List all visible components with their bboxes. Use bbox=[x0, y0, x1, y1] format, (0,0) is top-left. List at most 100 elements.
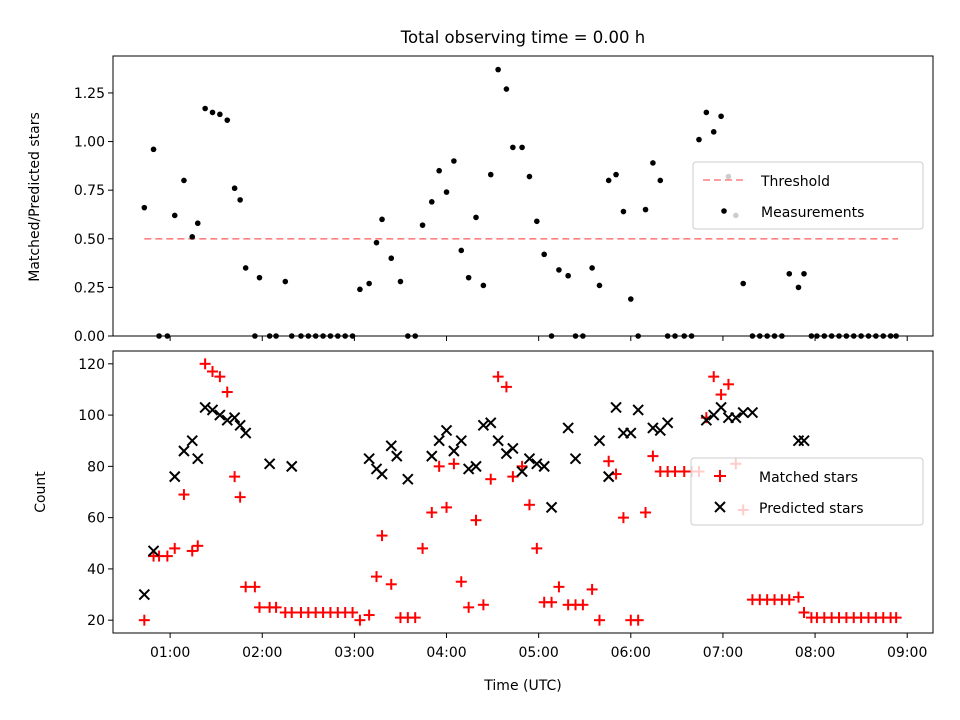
matched-star-point bbox=[500, 381, 512, 393]
matched-star-point bbox=[376, 530, 388, 542]
measurement-point bbox=[487, 171, 494, 178]
predicted-star-point bbox=[531, 458, 543, 470]
top-y-tick-label: 0.50 bbox=[74, 232, 105, 248]
x-tick-label: 08:00 bbox=[795, 645, 835, 661]
measurement-point bbox=[620, 208, 627, 215]
predicted-star-point bbox=[602, 470, 615, 483]
predicted-star-point bbox=[462, 463, 475, 475]
matched-star-point bbox=[669, 465, 681, 477]
predicted-star-point bbox=[625, 427, 637, 439]
bottom-y-tick-label: 80 bbox=[87, 459, 105, 475]
measurement-point bbox=[150, 146, 157, 153]
matched-star-point bbox=[647, 450, 659, 462]
legend-matched-swatch bbox=[714, 470, 726, 482]
predicted-star-point bbox=[433, 435, 445, 447]
measurement-point bbox=[565, 272, 571, 279]
matched-star-point bbox=[507, 471, 519, 483]
measurement-point bbox=[242, 265, 249, 271]
matched-star-point bbox=[722, 378, 734, 390]
measurement-point bbox=[282, 278, 289, 285]
predicted-star-point bbox=[562, 422, 574, 434]
predicted-star-point bbox=[661, 417, 674, 429]
predicted-star-point bbox=[147, 545, 160, 557]
measurement-point bbox=[495, 66, 501, 73]
measurement-point bbox=[718, 113, 724, 120]
predicted-star-point bbox=[523, 452, 536, 465]
predicted-star-point bbox=[455, 435, 467, 447]
measurement-point bbox=[373, 239, 380, 246]
matched-star-point bbox=[463, 601, 475, 613]
predicted-star-point bbox=[700, 414, 713, 426]
measurement-point bbox=[480, 282, 487, 289]
matched-star-point bbox=[531, 542, 543, 554]
measurement-point bbox=[613, 171, 619, 178]
top-y-tick-label: 0.25 bbox=[74, 280, 105, 296]
measurement-point bbox=[740, 280, 747, 287]
legend-measurements-label: Measurements bbox=[761, 205, 864, 221]
top-y-tick-label: 0.00 bbox=[74, 329, 105, 345]
measurement-point bbox=[224, 117, 231, 123]
measurement-point bbox=[397, 278, 404, 285]
matched-star-point bbox=[603, 455, 615, 467]
matched-star-point bbox=[234, 491, 246, 503]
predicted-star-point bbox=[538, 460, 550, 473]
measurement-point bbox=[171, 212, 178, 219]
matched-star-point bbox=[354, 614, 366, 626]
predicted-star-point bbox=[545, 501, 558, 514]
predicted-star-point bbox=[178, 445, 190, 457]
matched-star-point bbox=[178, 489, 190, 501]
measurement-point bbox=[231, 185, 238, 192]
matched-star-point bbox=[640, 507, 652, 519]
x-tick-label: 03:00 bbox=[334, 645, 374, 661]
predicted-star-point bbox=[186, 435, 198, 447]
predicted-star-point bbox=[239, 427, 252, 439]
measurement-point bbox=[256, 274, 263, 281]
predicted-star-point bbox=[798, 435, 810, 447]
top-y-tick-label: 1.25 bbox=[74, 86, 105, 102]
measurement-point bbox=[650, 160, 656, 166]
matched-star-point bbox=[715, 389, 727, 401]
matched-stars-points bbox=[138, 358, 902, 626]
legend-measurements-swatch bbox=[721, 208, 727, 214]
x-tick-label: 07:00 bbox=[703, 645, 743, 661]
x-tick-label: 04:00 bbox=[426, 645, 466, 661]
matched-star-point bbox=[546, 596, 558, 608]
predicted-star-point bbox=[138, 588, 151, 601]
measurement-point bbox=[519, 144, 525, 151]
measurement-point bbox=[379, 216, 385, 223]
matched-star-point bbox=[617, 512, 629, 524]
predicted-star-point bbox=[385, 440, 397, 452]
measurement-point bbox=[451, 158, 457, 164]
matched-star-point bbox=[433, 460, 445, 472]
matched-star-point bbox=[426, 507, 438, 519]
bottom-y-ticks: 20 40 60 80 100 120 bbox=[78, 357, 113, 629]
predicted-star-point bbox=[234, 419, 246, 432]
matched-star-point bbox=[523, 499, 535, 511]
measurement-point bbox=[473, 214, 479, 221]
top-plot-frame bbox=[112, 55, 934, 337]
matched-star-point bbox=[186, 545, 198, 557]
matched-star-point bbox=[207, 366, 219, 378]
measurement-point bbox=[141, 204, 148, 211]
measurement-point bbox=[436, 167, 442, 174]
predicted-star-point bbox=[228, 411, 241, 424]
bottom-legend: Matched stars Predicted stars bbox=[690, 457, 924, 526]
predicted-star-point bbox=[391, 450, 403, 462]
predicted-star-point bbox=[746, 406, 759, 419]
matched-star-point bbox=[516, 460, 528, 472]
x-axis-label: Time (UTC) bbox=[483, 678, 561, 694]
bottom-y-tick-label: 60 bbox=[87, 511, 105, 527]
measurement-point bbox=[541, 251, 547, 258]
predicted-star-point bbox=[647, 422, 659, 434]
predicted-star-point bbox=[593, 435, 606, 447]
matched-star-point bbox=[798, 606, 810, 618]
measurement-point bbox=[556, 267, 562, 273]
legend-threshold-label: Threshold bbox=[760, 174, 830, 190]
measurement-point bbox=[786, 270, 793, 277]
measurement-point bbox=[657, 177, 664, 184]
matched-star-point bbox=[441, 501, 453, 513]
matched-star-point bbox=[783, 594, 795, 606]
measurement-point bbox=[627, 296, 634, 302]
matched-star-point bbox=[492, 371, 504, 383]
predicted-star-point bbox=[263, 458, 276, 470]
